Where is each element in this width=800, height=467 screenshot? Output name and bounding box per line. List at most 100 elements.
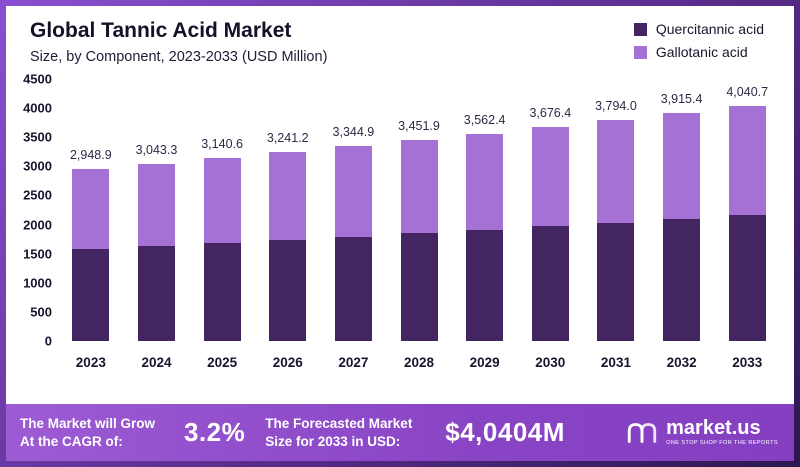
stacked-bar xyxy=(728,105,766,341)
stacked-bar xyxy=(466,133,504,341)
legend-item: Gallotanic acid xyxy=(633,44,764,60)
y-tick-label: 1000 xyxy=(23,275,52,291)
legend-swatch xyxy=(633,22,647,36)
segment-quercitannic-acid xyxy=(663,219,701,341)
bar-value-label: 4,040.7 xyxy=(726,84,769,99)
x-axis-label: 2027 xyxy=(338,354,369,370)
market-us-logo: market.us ONE STOP SHOP FOR THE REPORTS xyxy=(625,418,778,448)
x-axis-label: 2031 xyxy=(600,354,631,370)
bar-group: 3,676.4 xyxy=(517,79,583,341)
segment-quercitannic-acid xyxy=(269,239,307,341)
x-axis-label: 2024 xyxy=(141,354,172,370)
y-axis: 4500 4000 3500 3000 2500 2000 1500 1000 500 0 xyxy=(14,72,58,349)
segment-gallotanic-acid xyxy=(728,105,766,216)
stacked-bar xyxy=(531,126,569,341)
legend: Quercitannic acid Gallotanic acid xyxy=(633,19,764,60)
bar-value-label: 3,794.0 xyxy=(595,99,637,114)
bar-group: 2,948.9 xyxy=(58,79,124,341)
x-axis-label: 2030 xyxy=(535,354,566,370)
bar-group: 3,241.2 xyxy=(255,79,321,341)
segment-quercitannic-acid xyxy=(531,226,569,341)
y-tick-label: 0 xyxy=(44,333,52,349)
stacked-bar xyxy=(269,152,307,341)
segment-gallotanic-acid xyxy=(334,146,372,237)
y-tick-label: 1500 xyxy=(23,246,52,262)
y-tick-label: 4500 xyxy=(23,71,52,87)
legend-label: Quercitannic acid xyxy=(655,21,764,37)
page-title: Global Tannic Acid Market xyxy=(30,19,292,42)
stacked-bar xyxy=(137,163,175,341)
stacked-bar xyxy=(597,120,635,341)
stacked-bar xyxy=(663,113,701,341)
bar-group: 3,140.6 xyxy=(189,79,255,341)
bar-value-label: 3,344.9 xyxy=(332,125,375,140)
segment-gallotanic-acid xyxy=(203,158,241,243)
legend-swatch xyxy=(633,45,647,59)
stacked-bar xyxy=(334,146,372,341)
x-axis-label: 2032 xyxy=(666,354,697,370)
stacked-bar xyxy=(203,158,241,341)
y-tick-label: 2500 xyxy=(23,187,52,203)
plot-wrap: 2,948.9 3,043.3 3,140.6 3,241.2 3,344.9 3,451… xyxy=(58,79,780,383)
bar-group: 4,040.7 xyxy=(714,79,780,341)
logo-text: market.us ONE STOP SHOP FOR THE REPORTS xyxy=(666,418,778,447)
stacked-bar xyxy=(72,169,110,341)
cagr-label: The Market will Grow At the CAGR of: xyxy=(20,415,156,449)
legend-label: Gallotanic acid xyxy=(655,44,748,60)
cagr-value: 3.2% xyxy=(184,417,246,447)
segment-quercitannic-acid xyxy=(203,242,241,341)
x-axis-label: 2033 xyxy=(732,354,763,370)
segment-gallotanic-acid xyxy=(269,152,307,240)
x-axis-label: 2023 xyxy=(75,354,106,370)
brand-tagline: ONE STOP SHOP FOR THE REPORTS xyxy=(666,440,778,447)
bar-group: 3,043.3 xyxy=(124,79,190,341)
x-axis: 2023 2024 2025 2026 2027 2028 2029 2030 2031 2032… xyxy=(58,341,780,383)
bar-value-label: 3,241.2 xyxy=(266,131,309,146)
bar-group: 3,562.4 xyxy=(452,79,518,341)
brand-name: market.us xyxy=(666,417,761,440)
segment-gallotanic-acid xyxy=(400,140,438,233)
chart-card: Global Tannic Acid Market Size, by Compo… xyxy=(6,6,794,461)
segment-quercitannic-acid xyxy=(728,215,766,341)
segment-quercitannic-acid xyxy=(137,246,175,341)
market-us-logo-icon xyxy=(625,418,659,448)
x-axis-label: 2025 xyxy=(207,354,238,370)
title-block: Global Tannic Acid Market Size, by Compo… xyxy=(30,19,327,65)
segment-gallotanic-acid xyxy=(597,120,635,223)
bar-value-label: 3,915.4 xyxy=(660,92,703,107)
segment-quercitannic-acid xyxy=(334,236,372,341)
footer-banner: The Market will Grow At the CAGR of: 3.2… xyxy=(6,404,794,461)
bar-value-label: 3,562.4 xyxy=(463,112,506,127)
y-tick-label: 2000 xyxy=(23,217,52,233)
x-axis-label: 2029 xyxy=(469,354,500,370)
segment-quercitannic-acid xyxy=(466,230,504,341)
x-axis-label: 2026 xyxy=(272,354,303,370)
forecast-value: $4,0404M xyxy=(445,417,565,447)
bar-value-label: 3,140.6 xyxy=(201,137,243,152)
segment-quercitannic-acid xyxy=(72,249,110,341)
chart-header: Global Tannic Acid Market Size, by Compo… xyxy=(6,6,794,65)
chart-subtitle: Size, by Component, 2023-2033 (USD Milli… xyxy=(30,49,328,65)
stacked-bar xyxy=(400,140,438,341)
bar-group: 3,344.9 xyxy=(321,79,387,341)
y-tick-label: 3500 xyxy=(23,129,52,145)
plot-area: 2,948.9 3,043.3 3,140.6 3,241.2 3,344.9 3,451… xyxy=(58,79,780,341)
segment-gallotanic-acid xyxy=(466,133,504,231)
segment-quercitannic-acid xyxy=(597,222,635,341)
bar-group: 3,451.9 xyxy=(386,79,452,341)
legend-item: Quercitannic acid xyxy=(633,21,764,37)
bar-group: 3,794.0 xyxy=(583,79,649,341)
y-tick-label: 500 xyxy=(30,304,52,320)
segment-gallotanic-acid xyxy=(531,126,569,227)
bar-value-label: 3,676.4 xyxy=(529,105,572,120)
bar-group: 3,915.4 xyxy=(649,79,715,341)
y-tick-label: 3000 xyxy=(23,158,52,174)
y-tick-label: 4000 xyxy=(23,100,52,116)
segment-quercitannic-acid xyxy=(400,233,438,341)
bar-value-label: 3,043.3 xyxy=(135,142,178,157)
bar-value-label: 3,451.9 xyxy=(398,119,440,134)
segment-gallotanic-acid xyxy=(663,113,701,220)
x-axis-label: 2028 xyxy=(404,354,435,370)
bar-chart: 4500 4000 3500 3000 2500 2000 1500 1000 500 0 2,9… xyxy=(6,65,794,383)
